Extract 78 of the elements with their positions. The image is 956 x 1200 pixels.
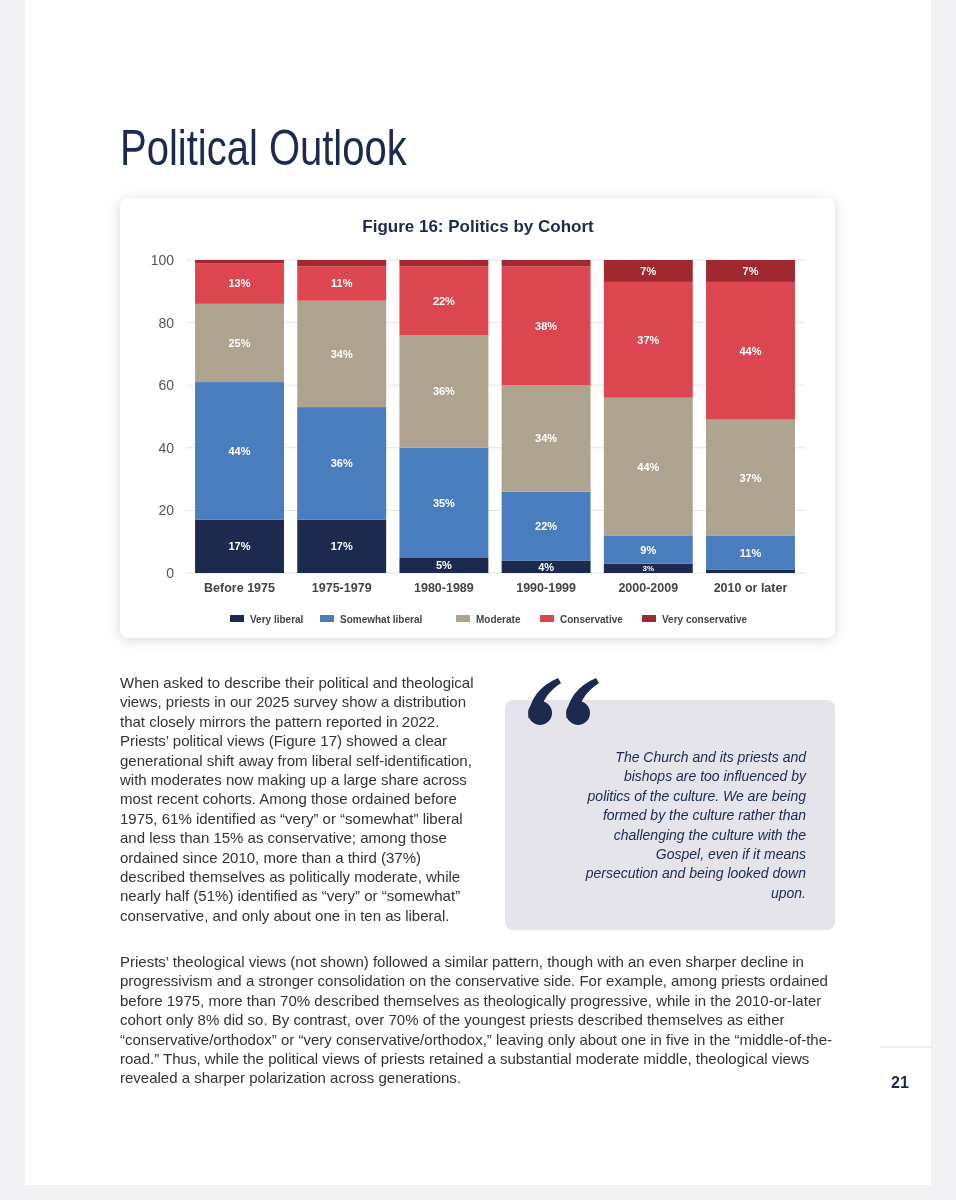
y-tick-label: 80 [158, 314, 175, 331]
x-tick-label: 1980-1989 [414, 581, 474, 595]
bar [399, 335, 489, 448]
legend-label: Somewhat liberal [340, 614, 423, 625]
x-tick-label: 2000-2009 [618, 581, 679, 595]
bar [501, 266, 591, 386]
data-label: 17% [330, 540, 353, 553]
x-tick-label: Before 1975 [204, 581, 275, 595]
text: 21 [891, 1074, 909, 1091]
text: The Church and its priests and bishops are too influenced by politics of the culture. We are being formed by the culture rather than challenging the culture with the Gospel, even if it means persecution and being looked down upon. [584, 748, 806, 903]
bar [399, 447, 489, 558]
bar [603, 281, 693, 398]
bar [399, 557, 489, 573]
text: Political Outlook [120, 119, 408, 177]
data-label: 37% [739, 471, 762, 484]
data-label: 11% [331, 277, 353, 290]
data-label: 4% [538, 560, 555, 573]
data-label: 44% [739, 344, 762, 357]
legend-label: Very conservative [662, 614, 748, 625]
bar [195, 260, 284, 264]
data-label: 34% [535, 432, 558, 445]
bar [297, 519, 387, 573]
x-tick-label: 1990-1999 [516, 581, 577, 595]
data-label: 17% [228, 540, 251, 553]
data-label: 25% [228, 336, 251, 349]
chart-title: Figure 16: Politics by Cohort [362, 217, 595, 236]
bar [399, 260, 489, 267]
data-label: 9% [640, 543, 657, 556]
bar [501, 491, 591, 561]
y-tick-label: 20 [158, 502, 175, 519]
bar [297, 266, 387, 301]
data-label: 38% [535, 319, 558, 332]
bar [501, 385, 591, 492]
y-tick-label: 40 [158, 439, 175, 456]
bar [501, 560, 591, 573]
text: Priests’ theological views (not shown) followed a similar pattern, though with an even sharper decline in progressivism and a stronger consolidation on the conservative side. For example, among priests ordained before 1975, more than 70% described themselves as theologically progressive, while in the 2010-or-later cohort only 8% did so. By contrast, over 70% of the youngest priests described themselves as either “conservative/orthodox” or “very conservative/orthodox,” leaving only about one in five in the “middle-of-the-road.” Thus, while the political views of priests retained a substantial moderate middle, theological views revealed a sharper polarization across generations. [120, 952, 834, 1088]
data-label: 34% [330, 347, 353, 360]
y-tick-label: 60 [158, 377, 175, 394]
data-label: 22% [535, 520, 558, 533]
data-label: 22% [432, 294, 456, 307]
bar [603, 535, 693, 564]
bar [603, 563, 693, 573]
data-label: 36% [330, 457, 353, 470]
data-label: 36% [432, 385, 456, 398]
data-label: 44% [228, 444, 251, 457]
x-tick-label: 2010 or later [713, 581, 788, 595]
bar [603, 260, 693, 282]
bar [399, 266, 489, 336]
legend-label: Moderate [476, 614, 521, 625]
data-label: 44% [637, 460, 660, 473]
legend-label: Conservative [560, 614, 624, 625]
legend-label: Very liberal [250, 614, 304, 625]
bar [195, 382, 284, 520]
y-tick-label: 100 [150, 252, 175, 268]
bar [706, 535, 795, 570]
y-tick-label: 0 [166, 565, 175, 581]
data-label: 5% [435, 559, 453, 572]
bar [195, 519, 284, 573]
bar [706, 569, 795, 573]
data-label: 7% [640, 264, 657, 277]
bar [297, 407, 387, 520]
bar [603, 397, 693, 536]
bar [706, 281, 795, 420]
bar [297, 300, 387, 408]
bar [706, 419, 795, 536]
bar [195, 263, 284, 304]
data-label: 13% [228, 277, 251, 290]
data-label: 37% [637, 333, 660, 346]
bar [706, 260, 795, 282]
x-tick-label: 1975-1979 [311, 581, 372, 595]
bar [501, 260, 591, 267]
data-label: 7% [742, 264, 759, 277]
text: When asked to describe their political and theological views, priests in our 2025 survey show a distribution that closely mirrors the pattern reported in 2022. Priests’ political views (Figure 17) showed a clear generational shift away from liberal self-identification, with moderates now making up a large share across most recent cohorts. Among those ordained before 1975, 61% identified as “very” or “somewhat” liberal and less than 15% as conservative; among those ordained since 2010, more than a third (37%) described themselves as politically moderate, while nearly half (51%) identified as “very” or “somewhat” conservative, and only about one in ten as liberal. [120, 674, 474, 924]
data-label: 35% [432, 496, 456, 509]
bar [297, 260, 387, 267]
data-label: 3% [642, 564, 655, 574]
data-label: 11% [739, 546, 762, 559]
bar [195, 303, 284, 383]
